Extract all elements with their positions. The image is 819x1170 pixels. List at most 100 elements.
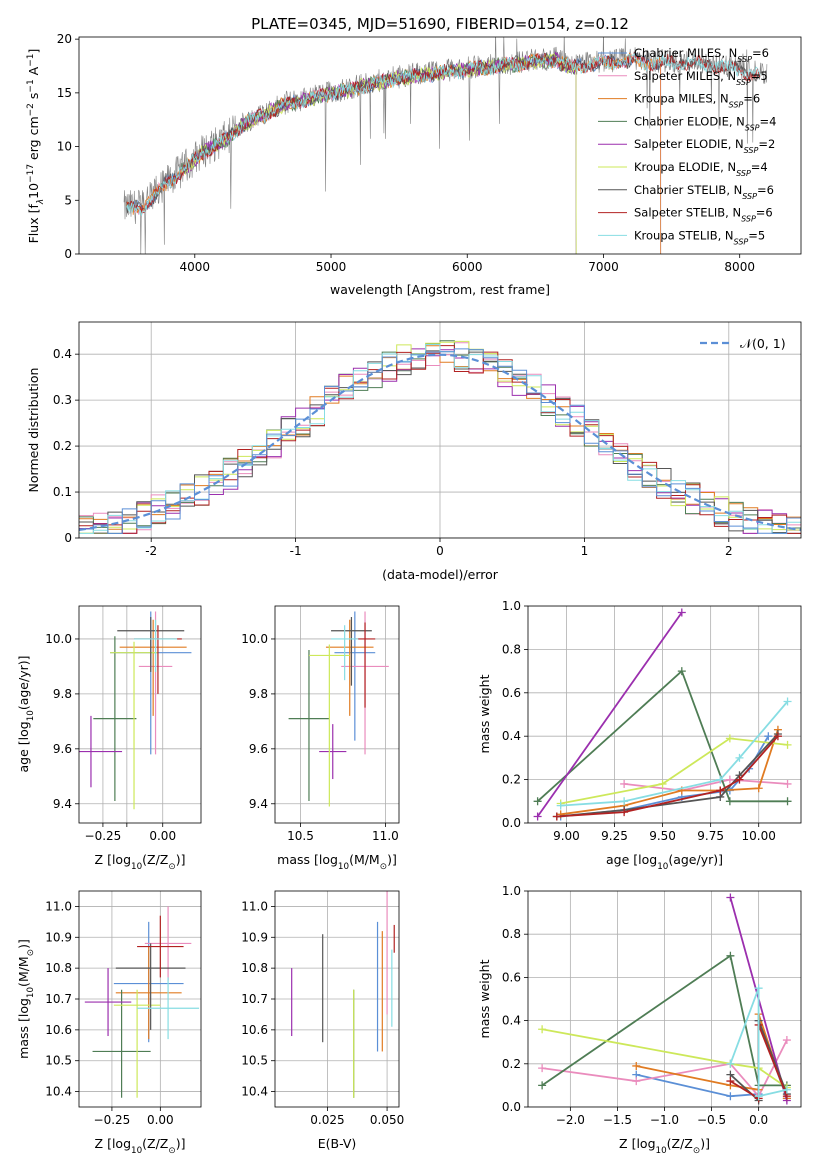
errorbar-chabrier-elodie	[92, 989, 151, 1098]
plot-area	[79, 606, 201, 823]
series-marker	[632, 1061, 641, 1070]
x-axis-label: Z [log10(Z/Z⊙)]	[95, 1136, 186, 1156]
errorbar-kroupa-stelib	[331, 625, 359, 681]
errorbar-chabrier-elodie	[93, 636, 137, 802]
x-tick-label: −0.25	[85, 829, 122, 843]
series-marker	[552, 812, 561, 821]
axes-frame	[527, 890, 802, 1108]
errorbar-chabrier-stelib	[117, 616, 185, 672]
errorbar-salpeter-elodie	[319, 724, 347, 780]
series-marker	[783, 797, 792, 806]
panel-residuals: -2 -1 0 1 2 0 0.1 0.2 0.3 0.4 𝒩(0, 1) (data-model)/…	[26, 321, 802, 582]
panel-z-mass: −0.25 0.00 10.4 10.5 10.6 10.7 10.8 10.9 11.0 Z […	[16, 890, 202, 1156]
errorbar-kroupa-miles	[119, 619, 187, 716]
legend-entry: 𝒩(0, 1)	[740, 336, 786, 351]
x-tick-label: 9.75	[697, 829, 724, 843]
legend-entry: Chabrier MILES, NSSP=6	[634, 46, 769, 64]
y-tick-label: 9.8	[249, 687, 268, 701]
series-marker	[726, 951, 735, 960]
series-marker	[716, 786, 725, 795]
x-tick-label: 9.00	[553, 829, 580, 843]
y-tick-label: 9.6	[249, 742, 268, 756]
y-tick-label: 0.4	[502, 729, 521, 743]
y-tick-label: 0.2	[502, 1057, 521, 1071]
spectrum-legend: Chabrier MILES, NSSP=6 Salpeter MILES, NS…	[598, 46, 776, 246]
y-tick-label: 0.6	[502, 970, 521, 984]
series-marker	[533, 797, 542, 806]
errorbar-chabrier-miles	[334, 611, 376, 741]
y-axis-label: mass weight	[477, 674, 492, 753]
y-tick-label: 9.6	[53, 742, 72, 756]
x-axis-label: E(B-V)	[318, 1136, 357, 1151]
legend-entry: Kroupa STELIB, NSSP=5	[634, 228, 765, 246]
axes-frame	[274, 890, 400, 1108]
y-tick-label: 0.0	[502, 1100, 521, 1114]
y-tick-label: 0	[64, 247, 72, 261]
plot-area	[528, 606, 801, 823]
x-axis-label: (data-model)/error	[382, 567, 499, 582]
y-tick-label: 9.4	[249, 797, 268, 811]
y-tick-label: 10	[57, 140, 72, 154]
series-marker	[533, 812, 542, 821]
y-tick-label: 10.6	[45, 1023, 72, 1037]
x-tick-label: 9.25	[601, 829, 628, 843]
y-axis-label: mass [log10(M/M⊙)]	[16, 939, 36, 1059]
y-tick-label: 10.4	[241, 1085, 268, 1099]
model-spectrum-kroupa-stelib	[126, 52, 761, 216]
series-marker	[773, 732, 782, 741]
model-spectrum-chabrier-elodie	[180, 52, 577, 254]
series-marker	[677, 667, 686, 676]
axes-frame	[78, 321, 802, 539]
x-tick-label: 9.50	[649, 829, 676, 843]
y-tick-label: 10.8	[241, 961, 268, 975]
x-tick-label: −1.0	[650, 1113, 679, 1127]
legend-entry: Chabrier STELIB, NSSP=6	[634, 183, 774, 201]
y-axis-label: Flux [fλ10−17 erg cm−2 s−1 A−1]	[26, 49, 46, 244]
series-marker	[726, 893, 735, 902]
errorbar-kroupa-stelib	[134, 619, 178, 672]
series-marker	[620, 779, 629, 788]
errorbar-kroupa-elodie	[110, 641, 158, 810]
y-tick-label: 10.9	[45, 930, 72, 944]
y-tick-label: 11.0	[241, 899, 268, 913]
series-marker	[783, 697, 792, 706]
series-marker	[726, 1059, 735, 1068]
series-line	[560, 700, 789, 807]
errorbar-kroupa-elodie	[113, 989, 161, 1098]
x-tick-label: -1	[290, 544, 302, 558]
series-marker	[620, 808, 629, 817]
x-tick-label: 0	[436, 544, 444, 558]
series-marker	[726, 1077, 735, 1086]
series-marker	[725, 775, 734, 784]
y-tick-label: 0	[64, 531, 72, 545]
errorbar-salpeter-stelib	[354, 622, 376, 708]
y-tick-label: 0.4	[502, 1014, 521, 1028]
series-marker	[782, 1036, 791, 1045]
panel-ebv-mass: 0.025 0.050 10.4 10.5 10.6 10.7 10.8 10.9 11.0 E(…	[241, 890, 404, 1151]
series-salpeter-stelib	[552, 732, 782, 821]
series-marker	[735, 753, 744, 762]
y-axis-label: mass weight	[477, 959, 492, 1038]
series-marker	[538, 1081, 547, 1090]
y-tick-label: 0.6	[502, 686, 521, 700]
y-tick-label: 9.8	[53, 687, 72, 701]
plot-area	[79, 891, 201, 1107]
x-tick-label: 5000	[316, 260, 347, 274]
series-marker	[783, 740, 792, 749]
series-marker	[620, 797, 629, 806]
panel-z-weight: −2.0 −1.5 −1.0 −0.5 0.0 0.0 0.2 0.4 0.6 0.8 1.0 Z […	[477, 884, 802, 1156]
y-tick-label: 10.5	[45, 1054, 72, 1068]
errorbar-kroupa-elodie	[308, 644, 350, 807]
series-kroupa-stelib	[556, 697, 792, 810]
x-tick-label: −0.5	[697, 1113, 726, 1127]
x-tick-label: 0.00	[147, 1113, 174, 1127]
y-tick-label: 10.9	[241, 930, 268, 944]
errorbar-kroupa-miles	[115, 946, 182, 1040]
series-marker	[632, 1077, 641, 1086]
series-kroupa-elodie	[556, 734, 792, 808]
errorbar-salpeter-stelib	[134, 625, 182, 694]
errorbar-chabrier-stelib	[331, 616, 372, 686]
y-tick-label: 0.0	[502, 816, 521, 830]
x-tick-label: 0.050	[370, 1113, 404, 1127]
